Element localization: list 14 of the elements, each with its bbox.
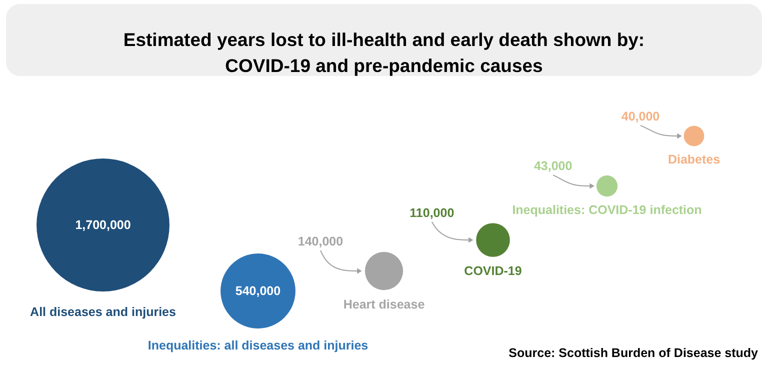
category-label: COVID-19 [464,264,522,278]
category-label: Inequalities: all diseases and injuries [148,338,368,352]
data-label: 140,000 [298,234,344,248]
text: Estimated years lost to ill-health and early death shown by: COVID-19 and pre-pandemic causes [123,29,645,76]
category-label: Diabetes [668,152,720,167]
category-label: Heart disease [343,298,425,312]
data-label: 43,000 [534,159,572,174]
category-label: Inequalities: COVID-19 infection [512,202,702,217]
data-label: 40,000 [621,109,660,124]
category-label: All diseases and injuries [30,305,176,319]
data-label: 110,000 [410,206,454,220]
source-note: Source: Scottish Burden of Disease study [508,346,758,360]
data-label: 540,000 [235,284,281,298]
data-label: 1,700,000 [75,218,131,232]
